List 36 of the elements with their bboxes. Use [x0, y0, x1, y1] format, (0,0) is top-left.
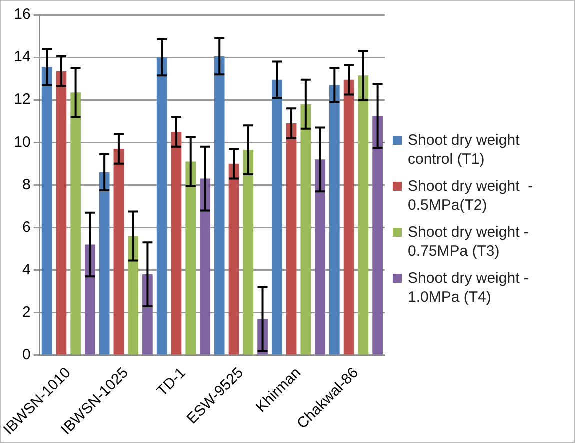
bar [372, 116, 383, 355]
y-tick-label: 0 [22, 346, 31, 364]
bar [286, 123, 297, 355]
y-tick-label: 6 [22, 218, 31, 236]
bar [200, 178, 210, 355]
bar [358, 76, 369, 355]
bar [300, 104, 312, 355]
y-tick-label: 10 [14, 134, 31, 151]
bar [243, 150, 254, 355]
legend-label: Shoot dry weight - 0.75MPa (T3) [408, 223, 530, 261]
legend-label: Shoot dry weight control (T1) [408, 131, 521, 169]
y-tick-label: 8 [22, 176, 31, 194]
bar [344, 80, 354, 355]
bar [214, 56, 225, 355]
legend-label: Shoot dry weight - 0.5MPa(T2) [408, 177, 534, 215]
bar [128, 236, 139, 355]
legend-label: Shoot dry weight - 1.0MPa (T4) [408, 269, 530, 307]
bar [171, 132, 182, 355]
y-tick-label: 2 [22, 304, 31, 321]
bar [99, 172, 110, 355]
y-tick-label: 14 [14, 48, 31, 66]
y-tick-label: 16 [14, 6, 31, 24]
bar [114, 149, 124, 355]
bar [272, 80, 282, 355]
y-tick-label: 12 [14, 91, 31, 108]
bar [56, 71, 67, 355]
bar [156, 58, 168, 355]
bar [42, 67, 52, 355]
y-tick-label: 4 [22, 261, 31, 278]
bar [329, 85, 340, 355]
bar [142, 274, 153, 355]
bar [70, 92, 81, 355]
bar [315, 160, 326, 355]
bar [85, 244, 96, 355]
bar [228, 164, 240, 355]
bar [186, 162, 196, 355]
